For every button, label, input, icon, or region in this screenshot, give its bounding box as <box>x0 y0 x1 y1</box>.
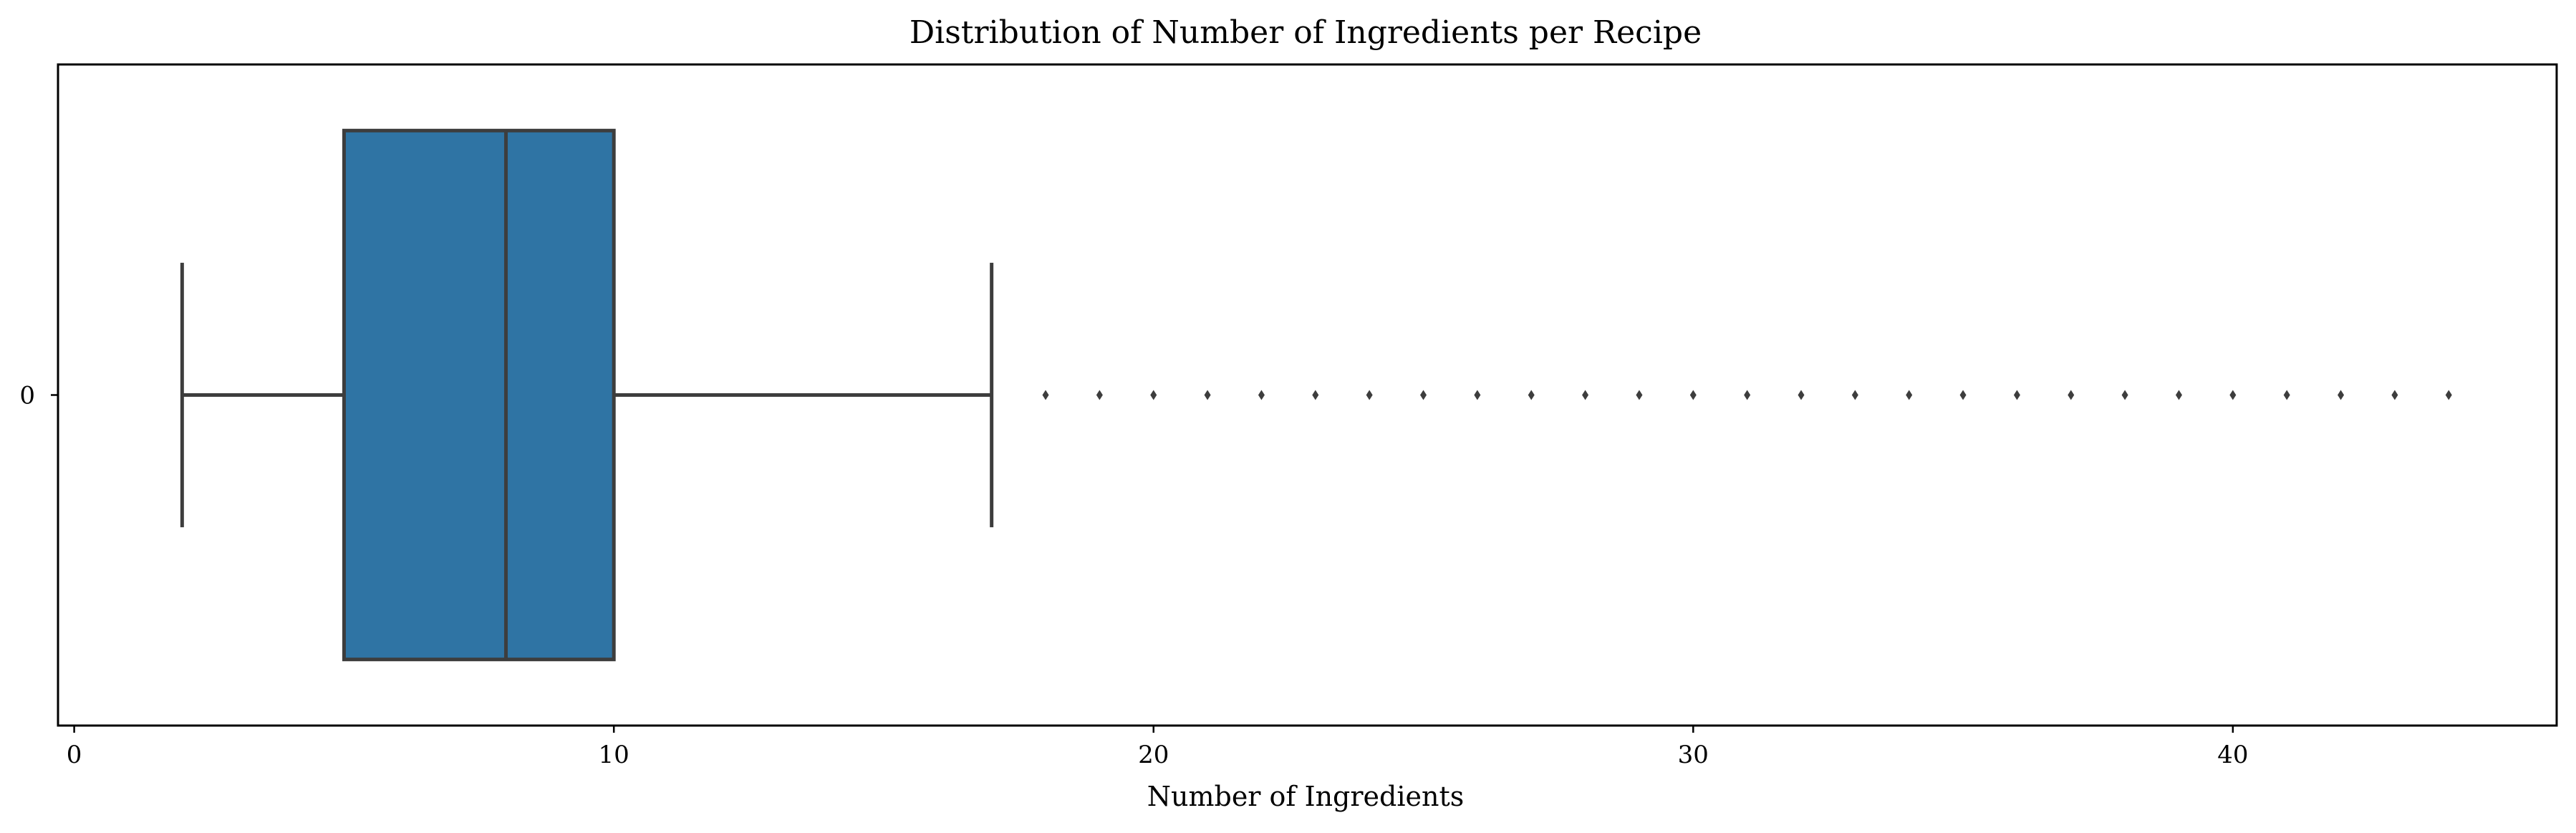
outlier-point <box>1528 390 1535 400</box>
y-tick-label: 0 <box>19 382 35 410</box>
box-series <box>180 128 2452 662</box>
outlier-point <box>2229 390 2237 400</box>
box-group <box>180 128 2452 662</box>
outlier-point <box>2121 390 2128 400</box>
outlier-point <box>1474 390 1481 400</box>
outlier-point <box>2391 390 2398 400</box>
outlier-point <box>1798 390 1805 400</box>
chart-title: Distribution of Number of Ingredients pe… <box>910 14 1702 51</box>
outlier-point <box>1689 390 1697 400</box>
x-tick-label: 0 <box>67 741 82 769</box>
outlier-point <box>1312 390 1319 400</box>
outlier-point <box>2013 390 2020 400</box>
outlier-point <box>1204 390 1211 400</box>
x-tick-label: 20 <box>1138 741 1169 769</box>
x-tick-label: 10 <box>599 741 629 769</box>
x-axis: 0 10 20 30 40 <box>67 726 2248 769</box>
outlier-point <box>1096 390 1103 400</box>
outlier-point <box>1744 390 1751 400</box>
outlier-point <box>1420 390 1427 400</box>
y-axis: 0 <box>19 382 58 410</box>
outlier-point <box>1042 390 1049 400</box>
outlier-point <box>1582 390 1589 400</box>
outlier-point <box>1150 390 1157 400</box>
outlier-point <box>1636 390 1643 400</box>
outlier-point <box>2176 390 2183 400</box>
outlier-point <box>1366 390 1373 400</box>
outlier-point <box>1959 390 1967 400</box>
x-tick-label: 40 <box>2217 741 2248 769</box>
outlier-point <box>2283 390 2290 400</box>
iqr-box <box>342 128 616 662</box>
outlier-point <box>1906 390 1913 400</box>
outlier-point <box>1258 390 1265 400</box>
outlier-point <box>1851 390 1858 400</box>
outlier-point <box>2445 390 2452 400</box>
outlier-point <box>2338 390 2345 400</box>
outlier-point <box>2068 390 2075 400</box>
x-tick-label: 30 <box>1678 741 1709 769</box>
x-axis-label: Number of Ingredients <box>1147 781 1465 812</box>
